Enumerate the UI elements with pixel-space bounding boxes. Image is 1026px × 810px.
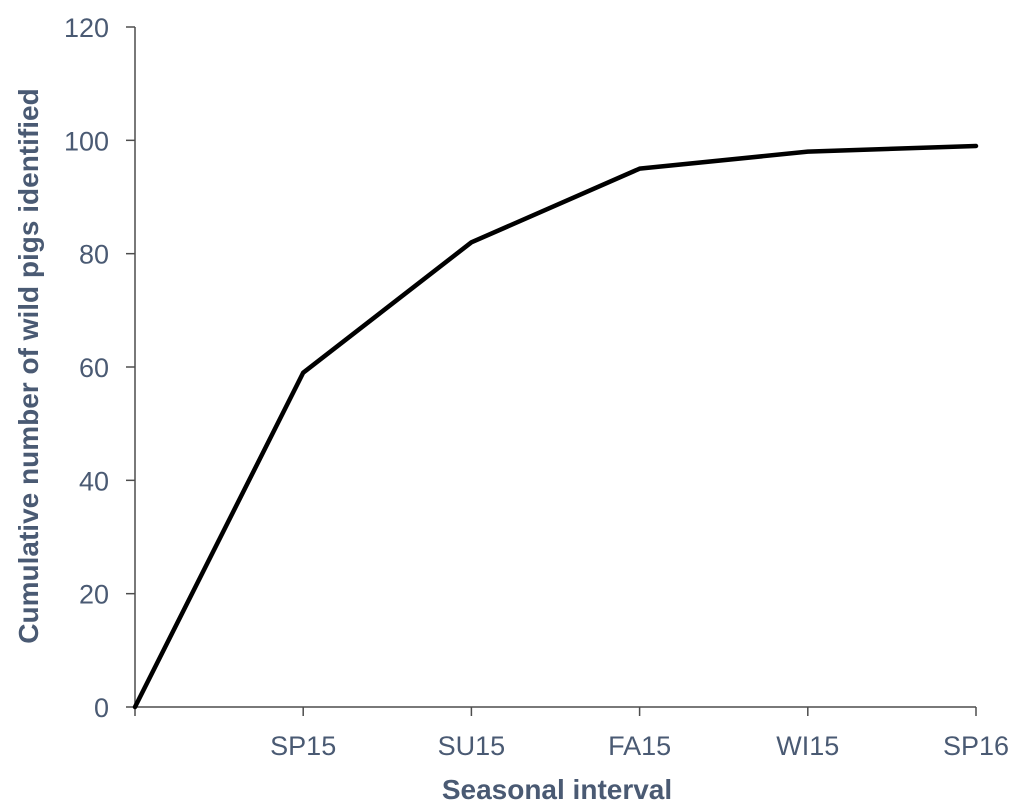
x-axis: SP15 SU15 FA15 WI15 SP16 (134, 706, 1009, 761)
y-tick-label: 80 (79, 240, 109, 270)
y-tick-label: 0 (94, 693, 109, 723)
y-tick-label: 120 (64, 13, 109, 43)
y-tick-label: 20 (79, 580, 109, 610)
x-tick-label: WI15 (776, 731, 839, 761)
y-tick-label: 40 (79, 466, 109, 496)
x-tick-label: SU15 (438, 731, 506, 761)
x-tick-label: SP15 (270, 731, 336, 761)
y-tick-label: 100 (64, 126, 109, 156)
y-axis-title: Cumulative number of wild pigs identifie… (13, 88, 44, 643)
x-axis-title: Seasonal interval (442, 774, 672, 805)
y-tick-label: 60 (79, 353, 109, 383)
series-group (132, 143, 979, 710)
x-tick-label: FA15 (608, 731, 671, 761)
x-tick-label: SP16 (943, 731, 1009, 761)
series-line (132, 143, 979, 710)
y-axis: 0 20 40 60 80 100 120 (64, 13, 136, 723)
